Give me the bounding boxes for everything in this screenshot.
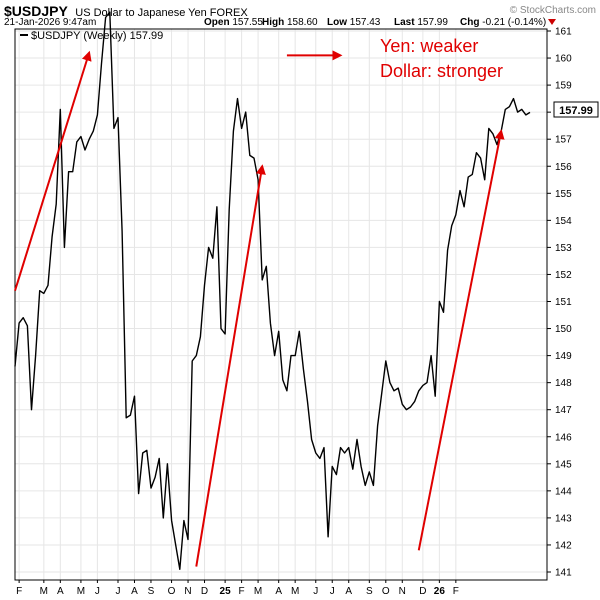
x-tick-label: J <box>95 586 100 597</box>
y-tick-label: 159 <box>555 81 572 92</box>
trend-arrow <box>195 164 266 567</box>
chg-label: Chg <box>460 17 480 28</box>
x-tick-label: M <box>254 586 262 597</box>
legend-label: $USDJPY (Weekly) 157.99 <box>31 30 164 42</box>
y-tick-label: 153 <box>555 243 572 254</box>
x-tick-label: A <box>131 586 138 597</box>
chart-header: $USDJPY US Dollar to Japanese Yen FOREX … <box>4 3 596 19</box>
x-tick-label: A <box>57 586 64 597</box>
x-tick-label: O <box>168 586 176 597</box>
y-tick-label: 149 <box>555 351 572 362</box>
plot-frame <box>14 28 548 581</box>
quote-bar: 21-Jan-2026 9:47am Open 157.55 High 158.… <box>4 17 596 29</box>
x-tick-label: O <box>382 586 390 597</box>
low-label: Low <box>327 17 347 28</box>
x-tick-label: F <box>16 586 22 597</box>
x-tick-label: J <box>313 586 318 597</box>
brand-watermark: © StockCharts.com <box>509 5 596 16</box>
symbol-description: US Dollar to Japanese Yen FOREX <box>75 7 248 19</box>
x-tick-label: D <box>419 586 426 597</box>
down-triangle-icon <box>548 19 557 25</box>
x-tick-label: 25 <box>220 586 232 597</box>
x-tick-label: S <box>148 586 155 597</box>
x-tick-label: D <box>201 586 208 597</box>
grid-lines <box>15 29 547 580</box>
chg-value: -0.21 (-0.14%) <box>482 17 547 28</box>
chart-legend: $USDJPY (Weekly) 157.99 <box>20 30 163 42</box>
x-tick-label: A <box>345 586 352 597</box>
y-tick-label: 148 <box>555 378 572 389</box>
trend-arrow <box>14 50 92 291</box>
annotation-yen-weaker: Yen: weaker <box>380 36 479 56</box>
trend-arrow <box>417 129 505 551</box>
last-label: Last <box>394 17 415 28</box>
symbol: $USDJPY <box>4 3 68 19</box>
y-tick-label: 143 <box>555 513 572 524</box>
y-tick-label: 141 <box>555 568 572 579</box>
last-price-tag: 157.99 <box>553 101 599 118</box>
y-tick-label: 152 <box>555 270 572 281</box>
y-tick-label: 146 <box>555 432 572 443</box>
x-tick-label: 26 <box>434 586 446 597</box>
x-tick-label: M <box>291 586 299 597</box>
y-tick-label: 156 <box>555 162 572 173</box>
x-tick-label: F <box>453 586 459 597</box>
x-tick-label: A <box>275 586 282 597</box>
quote-date: 21-Jan-2026 9:47am <box>4 17 97 28</box>
x-tick-label: F <box>239 586 245 597</box>
annotation-dollar-stronger: Dollar: stronger <box>380 61 504 81</box>
y-tick-label: 145 <box>555 459 572 470</box>
y-tick-label: 155 <box>555 189 572 200</box>
y-tick-label: 151 <box>555 297 572 308</box>
y-tick-label: 142 <box>555 540 572 551</box>
x-tick-label: J <box>330 586 335 597</box>
x-tick-label: S <box>366 586 373 597</box>
x-tick-label: N <box>399 586 406 597</box>
open-value: 157.55 <box>232 17 263 28</box>
high-value: 158.60 <box>287 17 318 28</box>
y-tick-label: 144 <box>555 486 572 497</box>
y-tick-label: 154 <box>555 216 572 227</box>
low-value: 157.43 <box>349 17 381 28</box>
x-axis: F M A M J J A S O N D 25 F M A M J J A S O N D 26 F <box>16 580 459 597</box>
x-tick-label: J <box>116 586 121 597</box>
y-tick-label: 157 <box>555 135 572 146</box>
y-axis: 141 142 143 144 145 146 147 148 149 150 151 152 153 1… <box>547 27 572 579</box>
trend-arrows <box>14 50 505 567</box>
high-label: High <box>262 17 285 28</box>
y-tick-label: 147 <box>555 405 572 416</box>
price-line <box>14 11 531 570</box>
legend-swatch <box>20 34 28 36</box>
y-tick-label: 160 <box>555 54 572 65</box>
last-price-label: 157.99 <box>559 105 593 117</box>
last-value: 157.99 <box>417 17 448 28</box>
x-tick-label: M <box>77 586 85 597</box>
open-label: Open <box>204 17 230 28</box>
y-tick-label: 150 <box>555 324 572 335</box>
y-tick-label: 161 <box>555 27 572 38</box>
x-tick-label: N <box>184 586 191 597</box>
x-tick-label: M <box>40 586 48 597</box>
